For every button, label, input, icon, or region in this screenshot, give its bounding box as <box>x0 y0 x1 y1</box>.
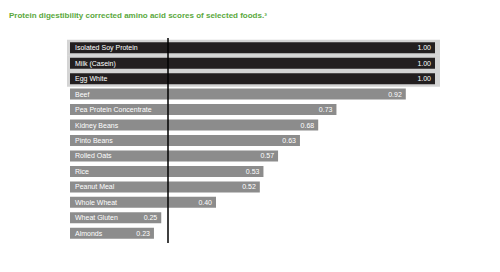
svg-text:Pinto Beans: Pinto Beans <box>75 137 113 144</box>
svg-text:0.92: 0.92 <box>388 91 402 98</box>
svg-text:0.73: 0.73 <box>319 106 333 113</box>
svg-text:0.52: 0.52 <box>242 183 256 190</box>
svg-text:Protein digestibility correcte: Protein digestibility corrected amino ac… <box>9 11 267 20</box>
svg-text:Rolled Oats: Rolled Oats <box>75 152 112 159</box>
svg-text:1.00: 1.00 <box>417 75 431 82</box>
svg-text:Almonds: Almonds <box>75 230 103 237</box>
svg-text:0.53: 0.53 <box>246 168 260 175</box>
svg-text:Kidney Beans: Kidney Beans <box>75 122 119 130</box>
svg-text:0.40: 0.40 <box>198 199 212 206</box>
svg-text:Peanut Meal: Peanut Meal <box>75 183 115 190</box>
svg-text:1.00: 1.00 <box>417 60 431 67</box>
svg-text:Rice: Rice <box>75 168 89 175</box>
svg-text:Egg White: Egg White <box>75 75 107 83</box>
svg-text:0.25: 0.25 <box>144 214 158 221</box>
svg-text:0.68: 0.68 <box>301 122 315 129</box>
svg-text:0.23: 0.23 <box>136 230 150 237</box>
svg-text:Whole Wheat: Whole Wheat <box>75 199 117 206</box>
svg-text:0.63: 0.63 <box>282 137 296 144</box>
svg-text:Isolated Soy Protein: Isolated Soy Protein <box>75 44 138 52</box>
svg-text:1.00: 1.00 <box>417 44 431 51</box>
svg-text:Beef: Beef <box>75 91 89 98</box>
svg-text:Wheat Gluten: Wheat Gluten <box>75 214 118 221</box>
svg-text:Milk (Casein): Milk (Casein) <box>75 60 116 68</box>
svg-text:Pea Protein Concentrate: Pea Protein Concentrate <box>75 106 152 113</box>
svg-text:0.57: 0.57 <box>260 152 274 159</box>
